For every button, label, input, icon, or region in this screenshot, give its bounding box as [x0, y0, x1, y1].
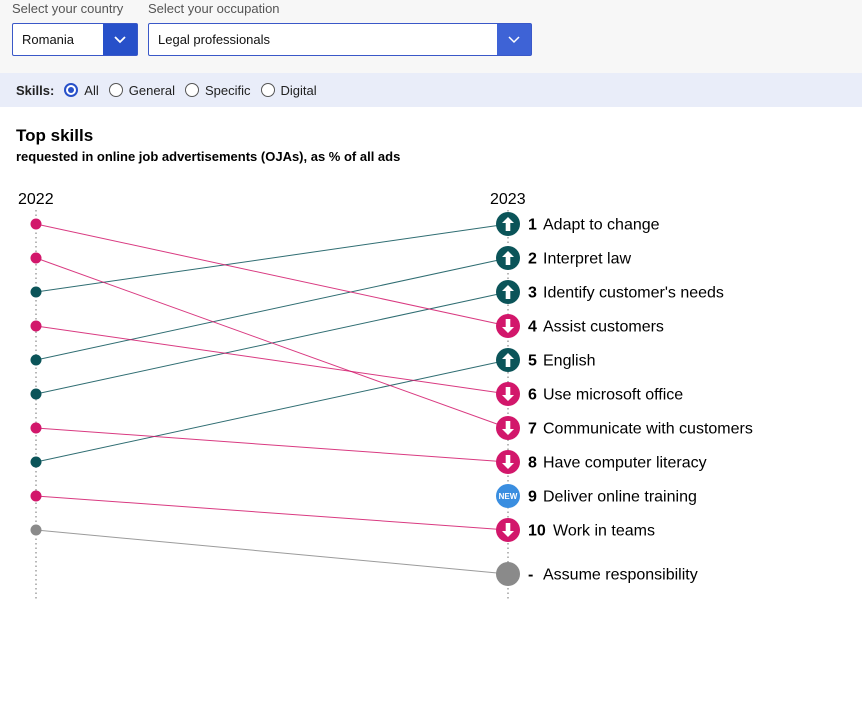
chevron-down-icon[interactable] — [103, 24, 137, 55]
point-2022 — [30, 218, 42, 230]
rank-label: - — [528, 567, 533, 584]
point-2022 — [30, 422, 42, 434]
skill-label: Interpret law — [543, 251, 631, 268]
rank-label: 4 — [528, 319, 537, 336]
skill-label: English — [543, 353, 595, 370]
chevron-down-icon[interactable] — [497, 24, 531, 55]
rank-label: 7 — [528, 421, 537, 438]
arrow-down-icon — [502, 319, 514, 333]
arrow-down-icon — [502, 455, 514, 469]
point-2022 — [30, 456, 42, 468]
skill-label: Identify customer's needs — [543, 285, 724, 302]
radio-circle[interactable] — [108, 83, 123, 97]
slope-line — [35, 257, 509, 361]
radio-circle[interactable] — [185, 83, 199, 97]
country-select[interactable]: Romania — [12, 23, 138, 56]
slope-line — [35, 495, 509, 531]
skill-label: Use microsoft office — [543, 387, 683, 404]
occupation-value: Legal professionals — [158, 32, 271, 47]
arrow-down-icon — [502, 421, 514, 435]
point-2022 — [30, 354, 42, 366]
point-2022 — [30, 252, 42, 264]
radio-label: General — [128, 82, 175, 98]
slope-line — [35, 223, 509, 327]
slope-line — [35, 325, 509, 395]
skill-label: Assume responsibility — [543, 567, 698, 584]
chart-title: Top skills — [16, 126, 94, 145]
rank-label: 1 — [528, 217, 537, 234]
point-2022 — [30, 388, 42, 400]
rank-label: 9 — [528, 489, 537, 506]
arrow-up-icon — [502, 217, 514, 231]
rank-label: 5 — [528, 353, 537, 370]
rank-label: 10 — [528, 523, 546, 540]
point-2023-dropped — [496, 562, 520, 586]
new-badge: NEW — [499, 492, 518, 501]
arrow-up-icon — [502, 251, 514, 265]
filters-panel: Select your country Romania Select your … — [0, 0, 862, 73]
slope-line — [35, 257, 509, 429]
skills-radio-specific[interactable]: Specific — [185, 83, 251, 98]
skills-radio-all[interactable]: All — [64, 82, 99, 98]
slope-line — [35, 223, 509, 293]
point-2022 — [30, 320, 42, 332]
slope-line — [35, 359, 509, 463]
point-2023 — [496, 484, 520, 508]
arrow-down-icon — [502, 523, 514, 537]
radio-label: All — [84, 82, 99, 98]
skill-label: Deliver online training — [543, 489, 697, 506]
skills-radio-general[interactable]: General — [108, 82, 175, 98]
rank-label: 8 — [528, 455, 537, 472]
point-2022 — [30, 286, 42, 298]
skills-filter-bar: Skills: All General Specific Digital — [0, 73, 862, 107]
skill-label: Adapt to change — [543, 217, 660, 234]
rank-label: 6 — [528, 387, 537, 404]
point-2022 — [30, 490, 42, 502]
arrow-down-icon — [502, 387, 514, 401]
column-header-2022: 2022 — [18, 191, 54, 208]
skill-label: Communicate with customers — [543, 421, 753, 438]
arrow-up-icon — [502, 353, 514, 367]
skills-radio-digital[interactable]: Digital — [260, 82, 317, 98]
skill-label: Have computer literacy — [543, 455, 707, 472]
chart-subtitle: requested in online job advertisements (… — [16, 149, 401, 164]
rank-label: 3 — [528, 285, 537, 302]
skills-filter-label: Skills: — [16, 82, 55, 98]
radio-circle[interactable] — [260, 83, 275, 97]
radio-label: Specific — [205, 82, 251, 98]
column-header-2023: 2023 — [490, 191, 526, 208]
country-label: Select your country — [12, 1, 124, 16]
skill-label: Work in teams — [553, 523, 655, 540]
occupation-label: Select your occupation — [148, 1, 280, 16]
country-value: Romania — [22, 32, 75, 47]
rank-label: 2 — [528, 251, 537, 268]
occupation-select[interactable]: Legal professionals — [148, 23, 532, 56]
radio-label: Digital — [280, 82, 317, 98]
slope-line — [35, 529, 509, 575]
point-2022 — [30, 524, 42, 536]
arrow-up-icon — [502, 285, 514, 299]
slope-line — [35, 427, 509, 463]
radio-circle[interactable] — [64, 83, 79, 97]
skill-label: Assist customers — [543, 319, 664, 336]
